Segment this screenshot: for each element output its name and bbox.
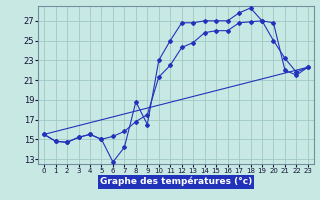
X-axis label: Graphe des températures (°c): Graphe des températures (°c) [100,177,252,186]
